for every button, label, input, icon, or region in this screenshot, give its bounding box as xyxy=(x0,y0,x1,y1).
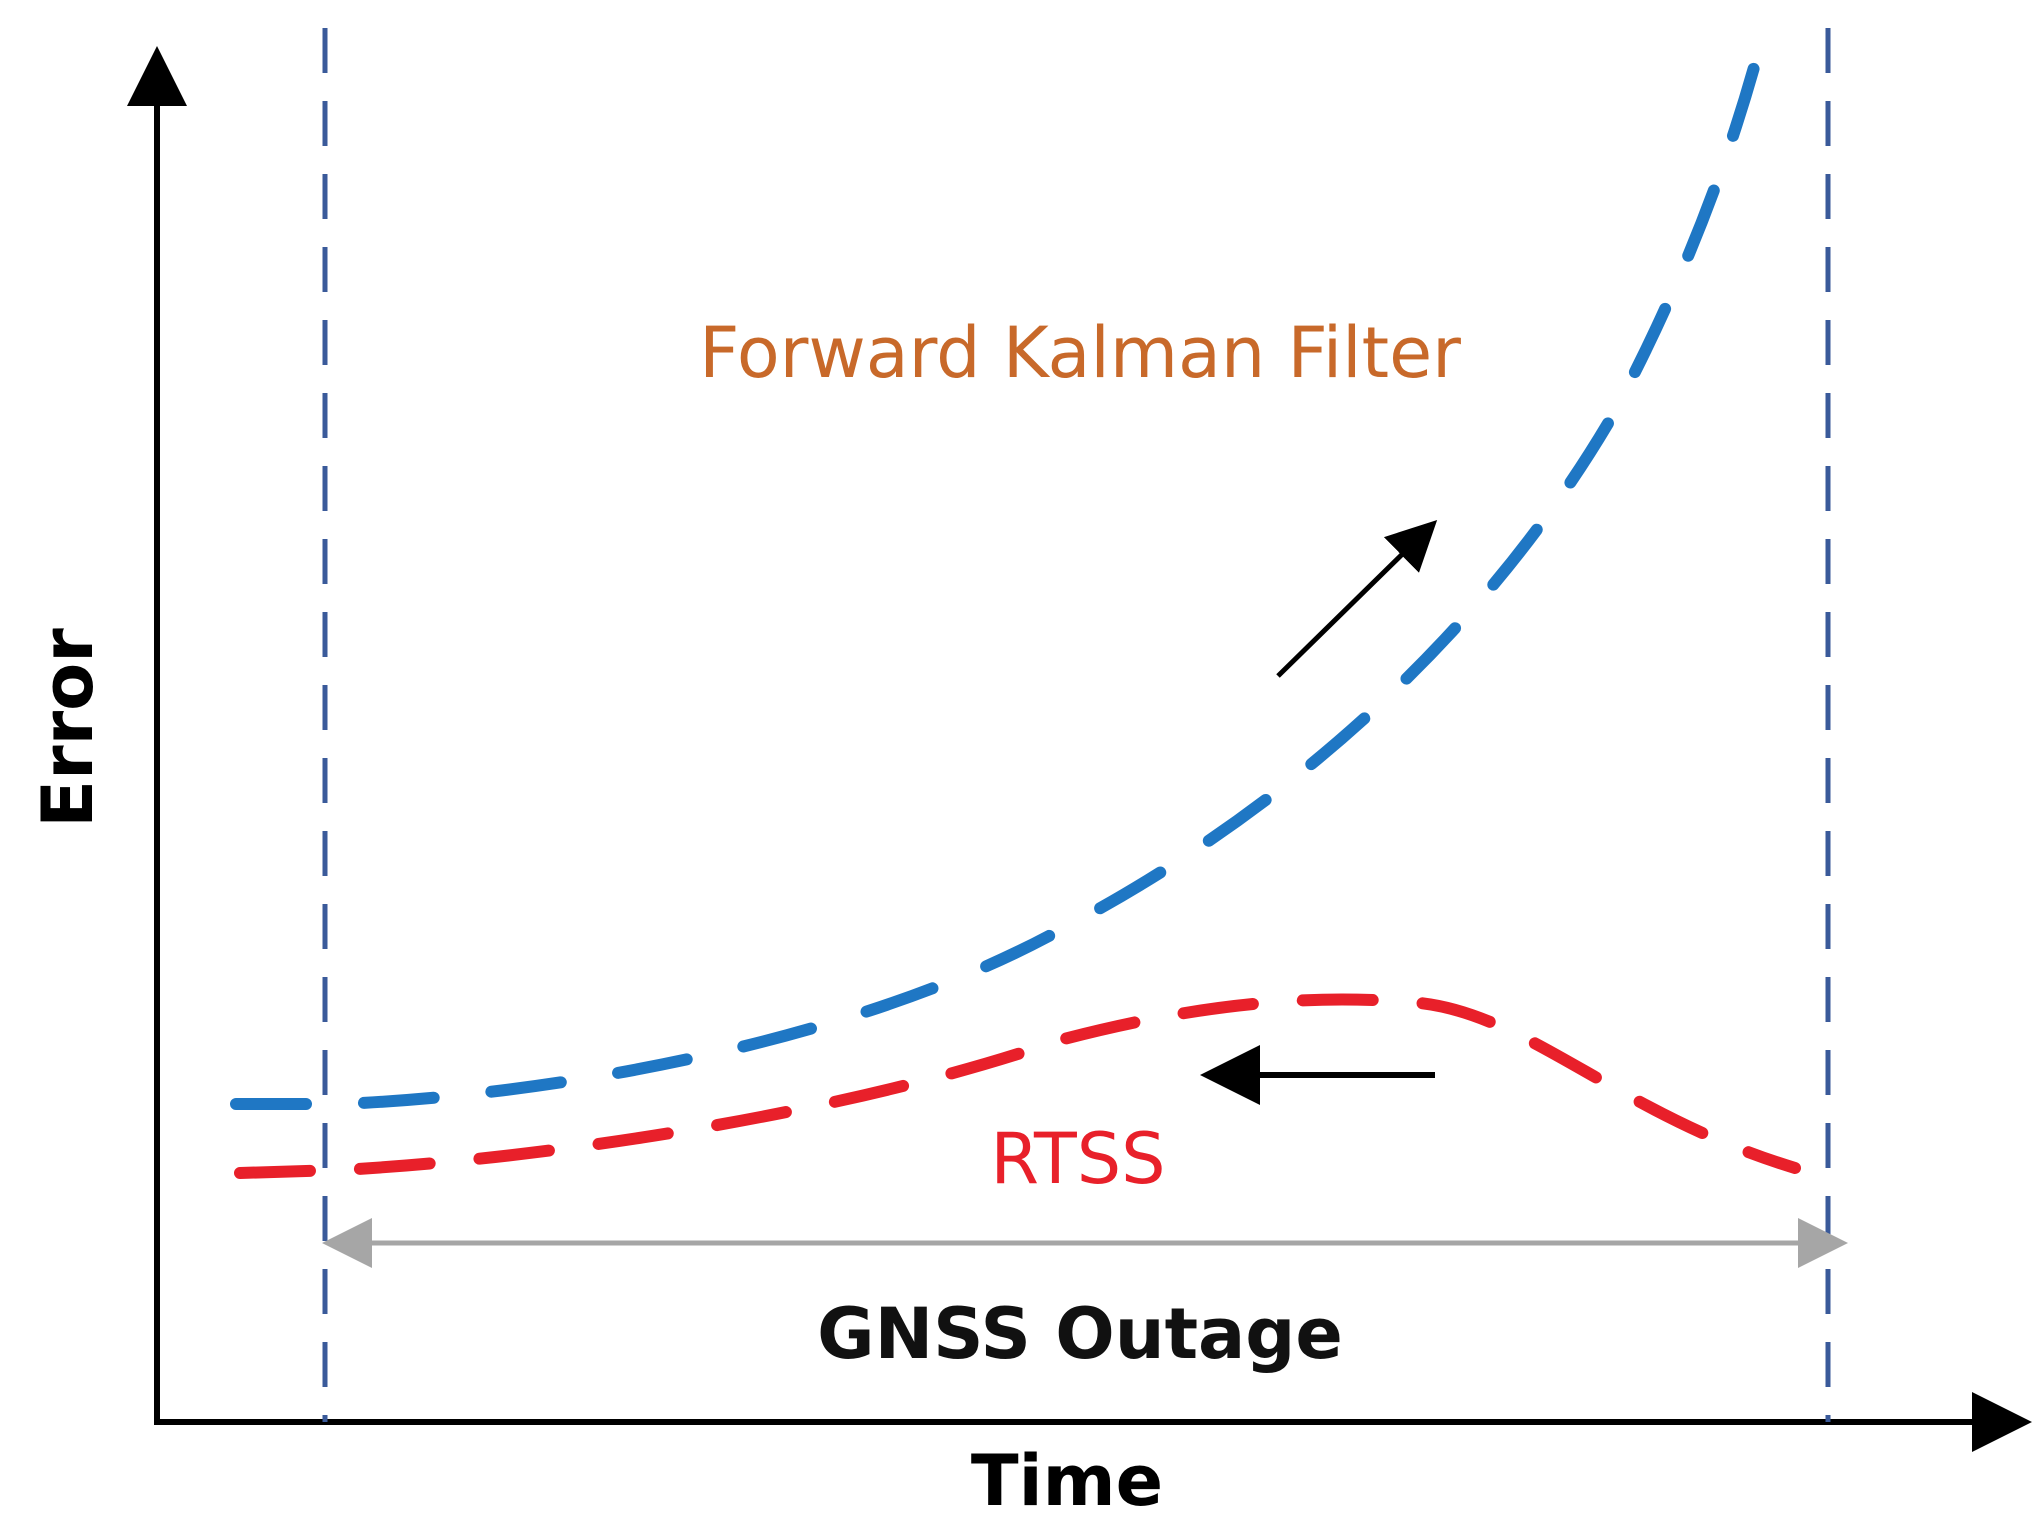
rtss-curve xyxy=(234,993,1801,1179)
forward-kalman-filter-curve xyxy=(230,32,1768,1110)
y-axis-label: Error xyxy=(27,628,109,828)
forward-direction-arrow xyxy=(1276,519,1438,678)
gnss-outage-label: GNSS Outage xyxy=(817,1293,1343,1375)
x-axis-label: Time xyxy=(971,1440,1163,1522)
forward-kalman-filter-label: Forward Kalman Filter xyxy=(699,312,1461,394)
rtss-label: RTSS xyxy=(990,1118,1165,1200)
